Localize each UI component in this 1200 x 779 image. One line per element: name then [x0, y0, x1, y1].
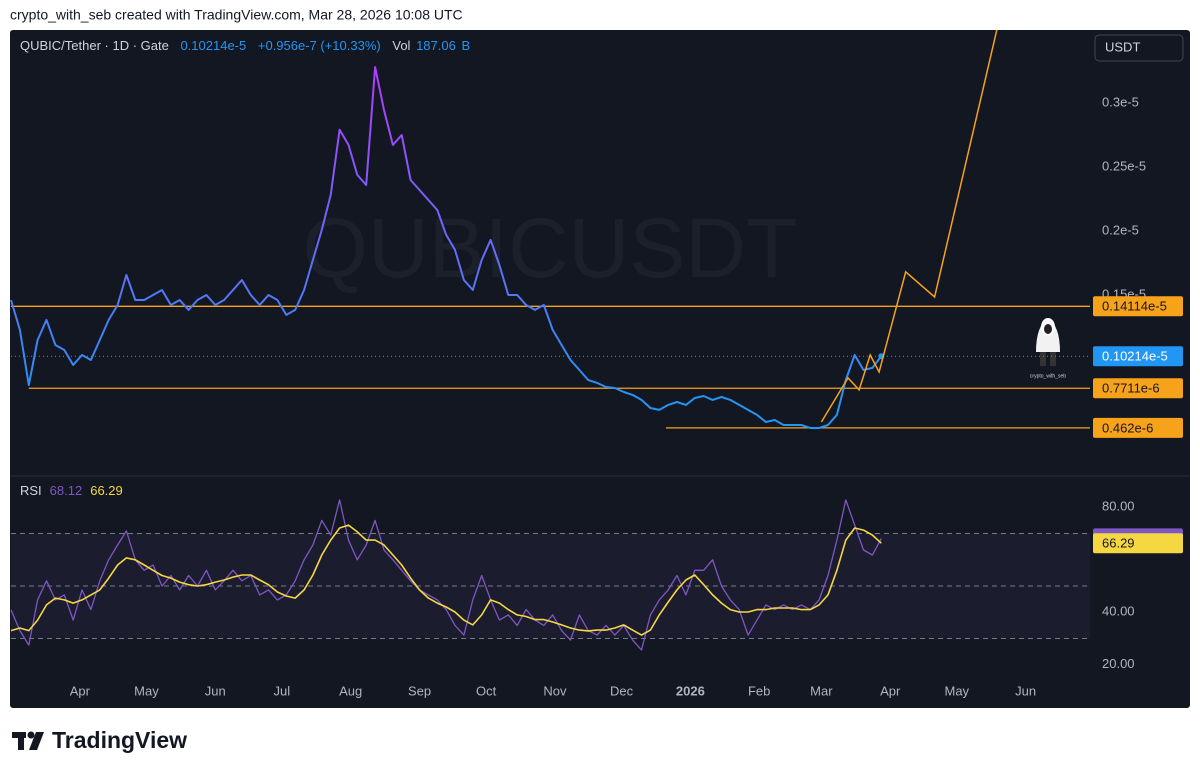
- rsi-legend: RSI 68.12 66.29: [20, 483, 123, 498]
- legend-volume-unit: B: [461, 38, 470, 53]
- legend-change: +0.956e-7 (+10.33%): [258, 38, 381, 53]
- x-tick-label: Aug: [339, 683, 362, 698]
- last-price-label-box: [1093, 346, 1183, 367]
- x-tick-label: 2026: [676, 683, 705, 698]
- symbol-legend: QUBIC/Tether · 1D · Gate 0.10214e-5 +0.9…: [20, 38, 470, 53]
- last-price-label: 0.10214e-5: [1102, 349, 1168, 364]
- currency-button-label[interactable]: USDT: [1105, 39, 1140, 54]
- rsi-tick-label: 20.00: [1102, 656, 1135, 671]
- logo-stem: [18, 732, 24, 750]
- footer-logo: TradingView: [12, 727, 187, 753]
- x-tick-label: Sep: [408, 683, 431, 698]
- avatar-leg: [1050, 352, 1056, 366]
- x-tick-label: Jun: [205, 683, 226, 698]
- legend-volume: 187.06: [416, 38, 456, 53]
- level-label-box: [1093, 417, 1183, 438]
- price-plot: [10, 30, 1090, 429]
- projection-line: [820, 30, 998, 423]
- currency-button[interactable]: USDT: [1094, 34, 1184, 62]
- legend-volume-label: Vol: [392, 38, 410, 53]
- x-tick-label: Jun: [1015, 683, 1036, 698]
- footer-logo-text: TradingView: [52, 727, 187, 753]
- level-label: 0.14114e-5: [1102, 299, 1167, 314]
- header-text: crypto_with_seb created with TradingView…: [10, 7, 463, 23]
- price-pane: [10, 30, 1090, 429]
- rsi-line: [10, 524, 882, 636]
- symbol: QUBIC/Tether · 1D · Gate: [20, 38, 169, 53]
- rsi-value-label: 66.29: [1102, 536, 1135, 551]
- x-tick-label: Jul: [274, 683, 291, 698]
- chart-panel: [10, 30, 1190, 708]
- rsi-pane: [10, 499, 1090, 651]
- x-tick-label: Nov: [543, 683, 567, 698]
- watermark: QUBICUSDT: [303, 201, 798, 295]
- x-tick-label: May: [945, 683, 970, 698]
- avatar: crypto_with_seb: [1030, 318, 1066, 379]
- rsi-plot: [10, 499, 1090, 651]
- rsi-tick-label: 40.00: [1102, 604, 1135, 619]
- x-tick-label: Apr: [70, 683, 91, 698]
- level-label: 0.462e-6: [1102, 420, 1153, 435]
- x-tick-label: Apr: [880, 683, 901, 698]
- level-label-box: [1093, 378, 1183, 399]
- avatar-caption: crypto_with_seb: [1030, 373, 1066, 379]
- y-tick-label: 0.25e-5: [1102, 158, 1146, 173]
- x-tick-label: Feb: [748, 683, 770, 698]
- avatar-face: [1044, 324, 1052, 334]
- level-label: 0.7711e-6: [1102, 381, 1160, 396]
- x-tick-label: Mar: [810, 683, 833, 698]
- logo-dot: [27, 731, 35, 739]
- legend-price: 0.10214e-5: [180, 38, 246, 53]
- currency-button-box[interactable]: [1094, 34, 1184, 62]
- rsi-tick-label: 80.00: [1102, 499, 1135, 514]
- price-line: [10, 66, 883, 429]
- rsi-legend-value: 68.12: [50, 483, 83, 498]
- x-tick-label: Oct: [476, 683, 497, 698]
- rsi-legend-value: 66.29: [90, 483, 123, 498]
- x-tick-label: Dec: [610, 683, 634, 698]
- y-tick-label: 0.3e-5: [1102, 94, 1139, 109]
- avatar-leg: [1040, 352, 1046, 366]
- rsi-title: RSI: [20, 483, 42, 498]
- y-tick-label: 0.2e-5: [1102, 222, 1139, 237]
- x-tick-label: May: [134, 683, 159, 698]
- rsi-value-label-box: [1093, 533, 1183, 554]
- level-label-box: [1093, 296, 1183, 317]
- rsi-band: [11, 533, 1090, 639]
- logo-slash: [29, 732, 44, 750]
